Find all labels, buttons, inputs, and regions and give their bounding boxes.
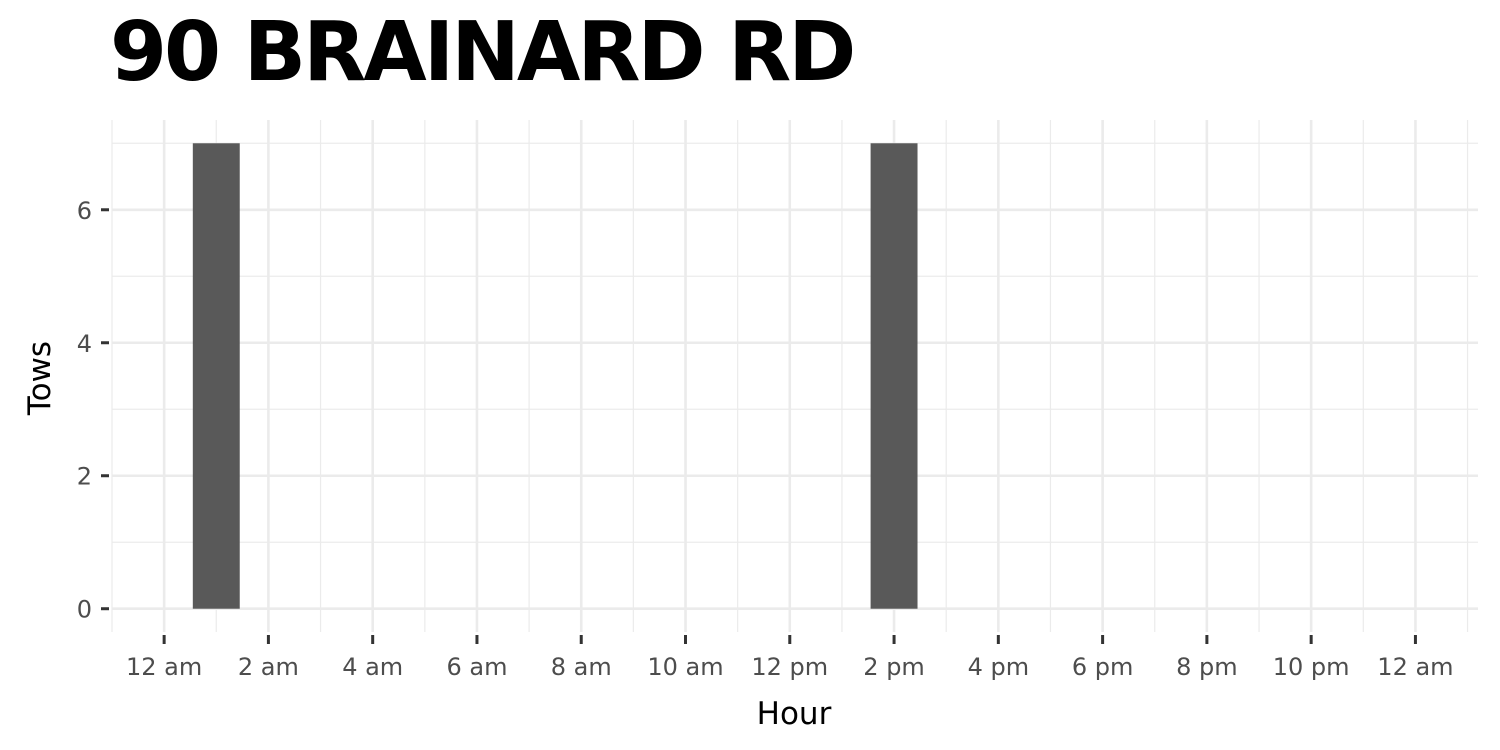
y-axis-title: Tows xyxy=(22,341,58,416)
major-gridlines xyxy=(112,120,1478,632)
x-tick-label: 6 am xyxy=(446,653,507,681)
minor-gridlines xyxy=(111,120,1478,632)
x-axis: 12 am 2 am 4 am 6 am 8 am 10 am 12 pm 2 pm 4 pm 6… xyxy=(126,635,1454,681)
x-tick-label: 12 pm xyxy=(751,653,828,681)
y-axis: 0 2 4 6 xyxy=(77,197,109,624)
x-tick-label: 10 am xyxy=(647,653,723,681)
y-tick-label: 4 xyxy=(77,330,92,358)
x-tick-label: 4 pm xyxy=(968,653,1030,681)
chart-title: 90 BRAINARD RD xyxy=(110,5,856,100)
x-tick-label: 8 pm xyxy=(1176,653,1238,681)
bar-series xyxy=(192,143,918,609)
bar xyxy=(870,143,918,609)
x-tick-label: 4 am xyxy=(342,653,403,681)
x-tick-label: 12 am xyxy=(126,653,202,681)
x-tick-label: 12 am xyxy=(1377,653,1453,681)
x-tick-label: 10 pm xyxy=(1273,653,1350,681)
bar xyxy=(192,143,240,609)
x-tick-label: 2 pm xyxy=(863,653,925,681)
y-tick-label: 0 xyxy=(77,596,92,624)
x-tick-label: 8 am xyxy=(551,653,612,681)
y-tick-label: 2 xyxy=(77,463,92,491)
x-tick-label: 6 pm xyxy=(1072,653,1134,681)
x-axis-title: Hour xyxy=(757,696,832,732)
y-tick-label: 6 xyxy=(77,197,92,225)
x-tick-label: 2 am xyxy=(238,653,299,681)
